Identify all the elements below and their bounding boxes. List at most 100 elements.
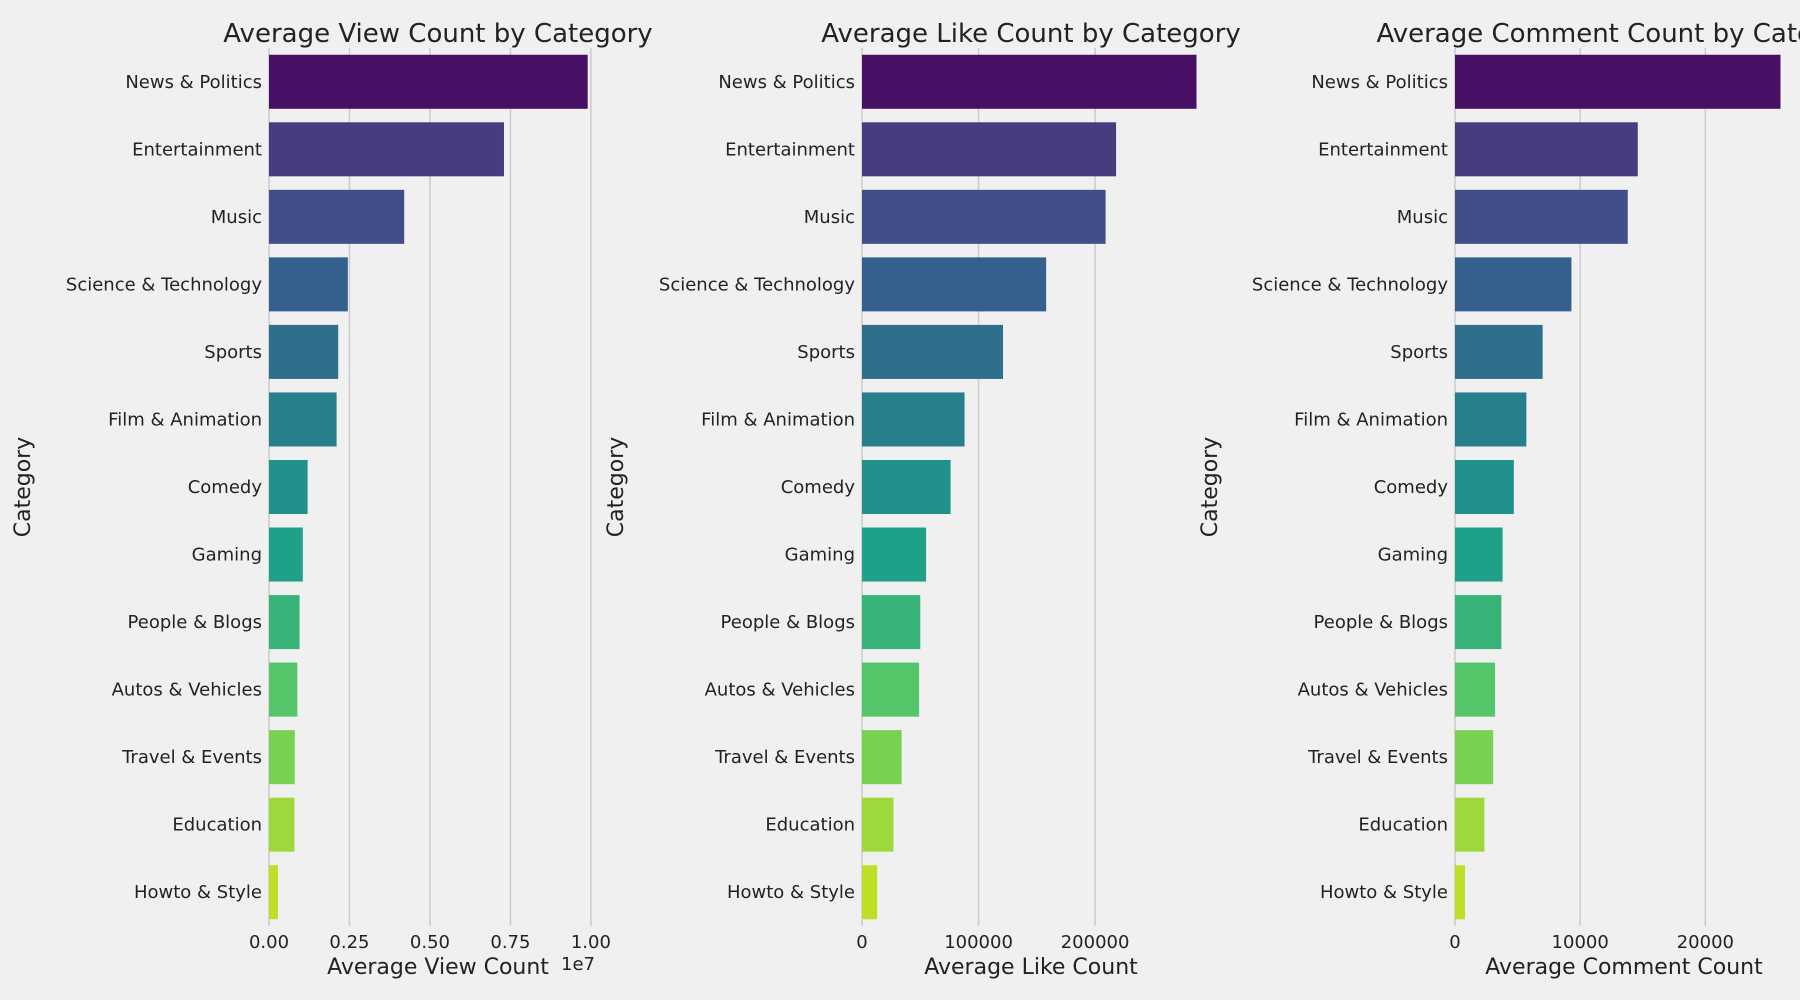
bar-comedy bbox=[269, 459, 308, 515]
category-tick-label: Howto & Style bbox=[134, 882, 262, 903]
bar-science-technology bbox=[1455, 257, 1572, 312]
x-tick-label: 0.00 bbox=[249, 932, 289, 953]
bar-education bbox=[1455, 797, 1485, 852]
bar-sports bbox=[862, 324, 1004, 379]
bar-travel-events bbox=[1455, 730, 1494, 785]
category-tick-label: People & Blogs bbox=[128, 612, 262, 633]
category-tick-label: Comedy bbox=[781, 477, 856, 498]
category-tick-label: Sports bbox=[1390, 342, 1448, 363]
category-tick-label: Entertainment bbox=[132, 139, 262, 160]
bar-music bbox=[862, 189, 1106, 244]
category-tick-label: News & Politics bbox=[1311, 72, 1448, 93]
x-offset-label: 1e7 bbox=[561, 954, 595, 975]
bar-sports bbox=[269, 324, 339, 379]
category-tick-label: Music bbox=[211, 207, 262, 228]
bar-howto-style bbox=[862, 865, 878, 920]
category-tick-label: Music bbox=[1397, 207, 1448, 228]
bar-news-politics bbox=[1455, 54, 1781, 109]
bar-comedy bbox=[1455, 459, 1514, 515]
category-tick-label: People & Blogs bbox=[1314, 612, 1448, 633]
x-tick-label: 0.50 bbox=[410, 932, 450, 953]
category-tick-label: Autos & Vehicles bbox=[1298, 680, 1448, 701]
x-tick-label: 1.00 bbox=[571, 932, 611, 953]
x-axis-label: Average Comment Count bbox=[1485, 955, 1763, 980]
x-axis-label: Average View Count bbox=[327, 955, 549, 980]
x-tick-label: 0.25 bbox=[329, 932, 369, 953]
bar-people-blogs bbox=[269, 595, 300, 650]
bar-education bbox=[269, 797, 295, 852]
category-tick-label: Gaming bbox=[192, 545, 262, 566]
category-tick-label: Film & Animation bbox=[108, 409, 262, 430]
bar-people-blogs bbox=[1455, 595, 1502, 650]
category-tick-label: Travel & Events bbox=[121, 747, 262, 768]
bar-entertainment bbox=[269, 122, 504, 177]
chart-panel-3: News & Politics Entertainment Music Science… bbox=[1198, 19, 1800, 980]
category-tick-label: Film & Animation bbox=[1294, 409, 1448, 430]
bar-gaming bbox=[1455, 527, 1503, 582]
category-tick-label: Comedy bbox=[1374, 477, 1449, 498]
bar-sports bbox=[1455, 324, 1543, 379]
bar-entertainment bbox=[1455, 122, 1638, 177]
category-tick-label: Science & Technology bbox=[1252, 274, 1448, 295]
category-tick-label: Music bbox=[804, 207, 855, 228]
bar-film-animation bbox=[1455, 392, 1527, 447]
bar-autos-vehicles bbox=[862, 662, 920, 717]
bar-news-politics bbox=[269, 54, 588, 109]
chart-title: Average Like Count by Category bbox=[821, 19, 1241, 49]
bar-film-animation bbox=[862, 392, 965, 447]
bar-gaming bbox=[269, 527, 303, 582]
category-tick-label: News & Politics bbox=[718, 72, 855, 93]
y-axis-label: Category bbox=[604, 437, 629, 538]
x-tick-label: 20000 bbox=[1677, 932, 1734, 953]
category-tick-label: Howto & Style bbox=[727, 882, 855, 903]
category-tick-label: People & Blogs bbox=[721, 612, 855, 633]
bar-travel-events bbox=[269, 730, 295, 785]
bar-gaming bbox=[862, 527, 927, 582]
chart-title: Average View Count by Category bbox=[223, 19, 652, 49]
bar-science-technology bbox=[862, 257, 1047, 312]
bar-howto-style bbox=[269, 865, 279, 920]
category-tick-label: Entertainment bbox=[725, 139, 855, 160]
category-tick-label: Comedy bbox=[188, 477, 263, 498]
category-tick-label: Autos & Vehicles bbox=[705, 680, 855, 701]
bar-comedy bbox=[862, 459, 951, 515]
category-tick-label: Sports bbox=[204, 342, 262, 363]
bar-travel-events bbox=[862, 730, 902, 785]
bar-entertainment bbox=[862, 122, 1117, 177]
bar-film-animation bbox=[269, 392, 337, 447]
category-tick-label: Travel & Events bbox=[714, 747, 855, 768]
x-tick-label: 0 bbox=[1449, 932, 1460, 953]
bar-howto-style bbox=[1455, 865, 1466, 920]
x-axis-label: Average Like Count bbox=[924, 955, 1138, 980]
x-tick-label: 0 bbox=[856, 932, 867, 953]
category-tick-label: Science & Technology bbox=[66, 274, 262, 295]
y-axis-label: Category bbox=[11, 437, 36, 538]
bar-people-blogs bbox=[862, 595, 921, 650]
bar-autos-vehicles bbox=[269, 662, 298, 717]
category-tick-label: Travel & Events bbox=[1307, 747, 1448, 768]
category-tick-label: Entertainment bbox=[1318, 139, 1448, 160]
category-tick-label: Sports bbox=[797, 342, 855, 363]
category-tick-label: Education bbox=[765, 815, 855, 836]
category-tick-label: Science & Technology bbox=[659, 274, 855, 295]
category-tick-label: Gaming bbox=[785, 545, 855, 566]
bar-news-politics bbox=[862, 54, 1197, 109]
category-tick-label: Autos & Vehicles bbox=[112, 680, 262, 701]
bar-science-technology bbox=[269, 257, 348, 312]
category-tick-label: Film & Animation bbox=[701, 409, 855, 430]
bar-music bbox=[269, 189, 405, 244]
category-tick-label: News & Politics bbox=[125, 72, 262, 93]
category-tick-label: Gaming bbox=[1378, 545, 1448, 566]
chart-panel-2: News & Politics Entertainment Music Science… bbox=[604, 19, 1241, 980]
chart-title: Average Comment Count by Category bbox=[1376, 19, 1800, 49]
bar-music bbox=[1455, 189, 1628, 244]
chart-panel-1: News & Politics Entertainment Music Science… bbox=[11, 19, 653, 980]
category-tick-label: Education bbox=[172, 815, 262, 836]
bar-autos-vehicles bbox=[1455, 662, 1496, 717]
x-tick-label: 10000 bbox=[1552, 932, 1609, 953]
x-tick-label: 200000 bbox=[1061, 932, 1130, 953]
bar-education bbox=[862, 797, 894, 852]
category-tick-label: Education bbox=[1358, 815, 1448, 836]
y-axis-label: Category bbox=[1198, 437, 1223, 538]
